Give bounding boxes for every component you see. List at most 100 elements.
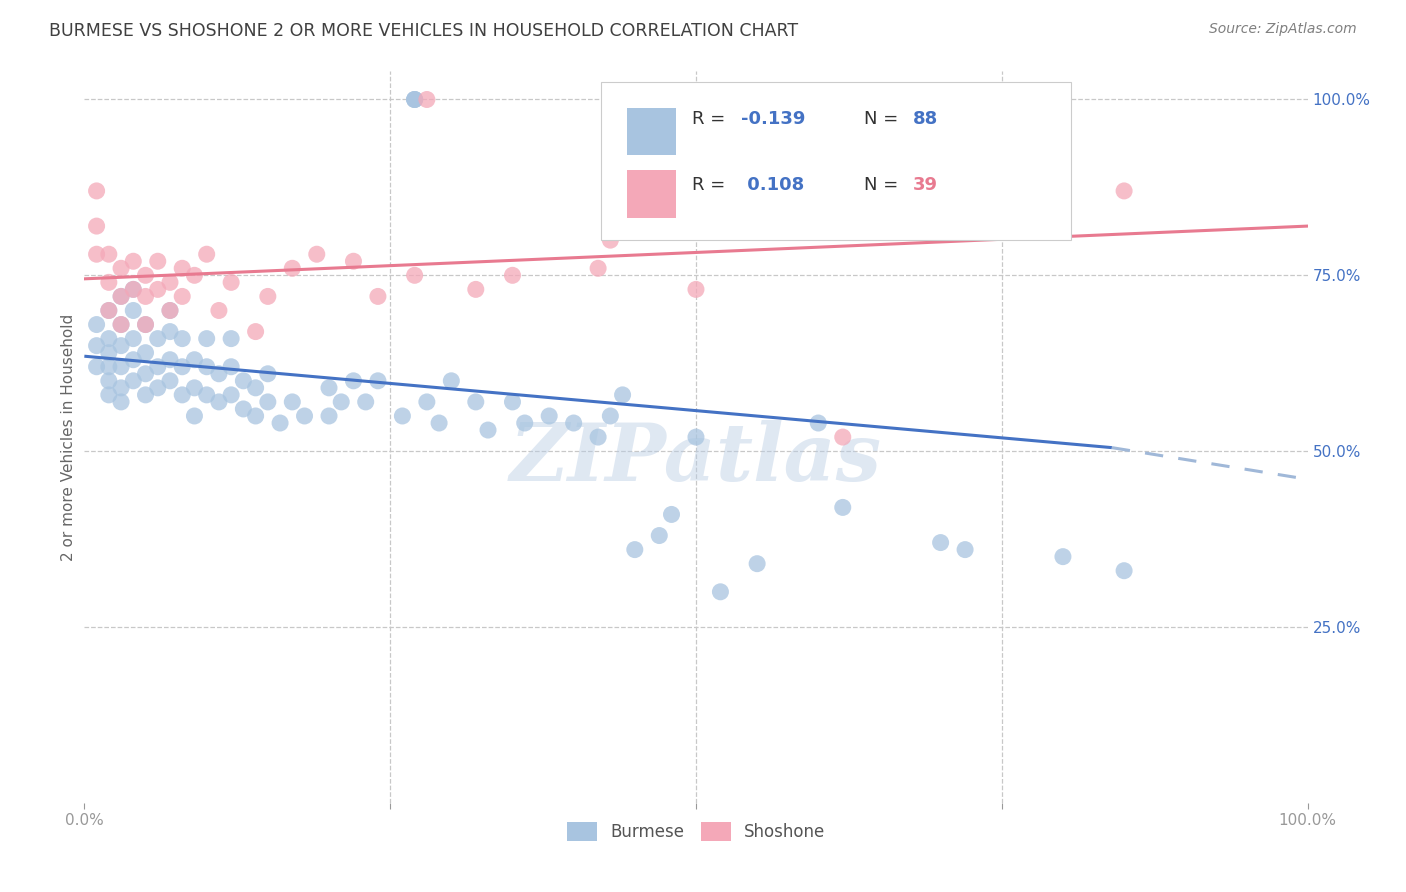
Point bbox=[122, 332, 145, 346]
Point bbox=[146, 332, 169, 346]
Point bbox=[245, 325, 267, 339]
Text: BURMESE VS SHOSHONE 2 OR MORE VEHICLES IN HOUSEHOLD CORRELATION CHART: BURMESE VS SHOSHONE 2 OR MORE VEHICLES I… bbox=[49, 22, 799, 40]
Point bbox=[172, 388, 194, 402]
Point bbox=[97, 276, 120, 290]
Text: ZIPatlas: ZIPatlas bbox=[510, 420, 882, 498]
Point bbox=[464, 395, 486, 409]
Point bbox=[477, 423, 499, 437]
Point bbox=[624, 542, 647, 557]
Point bbox=[122, 303, 145, 318]
Point bbox=[232, 401, 254, 416]
Point bbox=[599, 409, 621, 423]
Point bbox=[1114, 564, 1136, 578]
Text: N =: N = bbox=[863, 110, 904, 128]
Point bbox=[219, 388, 242, 402]
Point bbox=[146, 381, 169, 395]
Point bbox=[110, 261, 132, 276]
Point bbox=[245, 409, 267, 423]
Point bbox=[146, 359, 169, 374]
Point bbox=[110, 395, 132, 409]
Point bbox=[219, 359, 242, 374]
Point bbox=[135, 367, 157, 381]
Point bbox=[135, 318, 157, 332]
Point bbox=[831, 500, 853, 515]
Point bbox=[86, 247, 108, 261]
Point bbox=[208, 395, 231, 409]
Point bbox=[232, 374, 254, 388]
Point bbox=[86, 318, 108, 332]
Point bbox=[281, 395, 304, 409]
Text: -0.139: -0.139 bbox=[741, 110, 806, 128]
Point bbox=[122, 254, 145, 268]
Text: 39: 39 bbox=[912, 176, 938, 194]
Point bbox=[538, 409, 561, 423]
Point bbox=[86, 339, 108, 353]
Point bbox=[318, 409, 340, 423]
Point bbox=[257, 367, 280, 381]
Text: 0.108: 0.108 bbox=[741, 176, 804, 194]
Point bbox=[586, 430, 609, 444]
Point bbox=[110, 318, 132, 332]
Point bbox=[219, 332, 242, 346]
Text: 88: 88 bbox=[912, 110, 938, 128]
Point bbox=[404, 93, 426, 107]
Point bbox=[464, 282, 486, 296]
Point bbox=[831, 430, 853, 444]
Point bbox=[86, 184, 108, 198]
Point bbox=[159, 325, 181, 339]
Point bbox=[502, 268, 524, 283]
Point bbox=[219, 276, 242, 290]
Point bbox=[97, 359, 120, 374]
Point bbox=[122, 352, 145, 367]
Point bbox=[172, 332, 194, 346]
Point bbox=[404, 93, 426, 107]
Point bbox=[110, 289, 132, 303]
Point bbox=[110, 381, 132, 395]
Text: R =: R = bbox=[692, 176, 731, 194]
Point bbox=[110, 359, 132, 374]
Point bbox=[146, 282, 169, 296]
Point bbox=[110, 289, 132, 303]
Text: R =: R = bbox=[692, 110, 731, 128]
Point bbox=[86, 359, 108, 374]
Point bbox=[97, 374, 120, 388]
Point bbox=[172, 289, 194, 303]
Point bbox=[612, 388, 634, 402]
Point bbox=[159, 374, 181, 388]
Point bbox=[661, 508, 683, 522]
Point bbox=[97, 303, 120, 318]
Point bbox=[245, 381, 267, 395]
Point bbox=[929, 535, 952, 549]
Point bbox=[135, 268, 157, 283]
Legend: Burmese, Shoshone: Burmese, Shoshone bbox=[558, 814, 834, 849]
Point bbox=[294, 409, 316, 423]
Point bbox=[195, 332, 218, 346]
Point bbox=[318, 381, 340, 395]
Point bbox=[257, 395, 280, 409]
Point bbox=[747, 557, 769, 571]
Point bbox=[281, 261, 304, 276]
Point bbox=[1052, 549, 1074, 564]
FancyBboxPatch shape bbox=[600, 82, 1071, 240]
Point bbox=[122, 282, 145, 296]
Point bbox=[97, 247, 120, 261]
Point bbox=[440, 374, 463, 388]
Point bbox=[159, 276, 181, 290]
Point bbox=[269, 416, 291, 430]
Point bbox=[146, 254, 169, 268]
Point bbox=[135, 289, 157, 303]
Point bbox=[257, 289, 280, 303]
Point bbox=[416, 93, 439, 107]
Text: N =: N = bbox=[863, 176, 904, 194]
Point bbox=[367, 374, 389, 388]
Point bbox=[97, 332, 120, 346]
Point bbox=[342, 374, 364, 388]
Point bbox=[135, 388, 157, 402]
Point bbox=[404, 268, 426, 283]
Point bbox=[709, 584, 731, 599]
Point bbox=[97, 345, 120, 359]
FancyBboxPatch shape bbox=[627, 170, 676, 218]
Point bbox=[135, 318, 157, 332]
Point bbox=[86, 219, 108, 233]
Point bbox=[195, 247, 218, 261]
